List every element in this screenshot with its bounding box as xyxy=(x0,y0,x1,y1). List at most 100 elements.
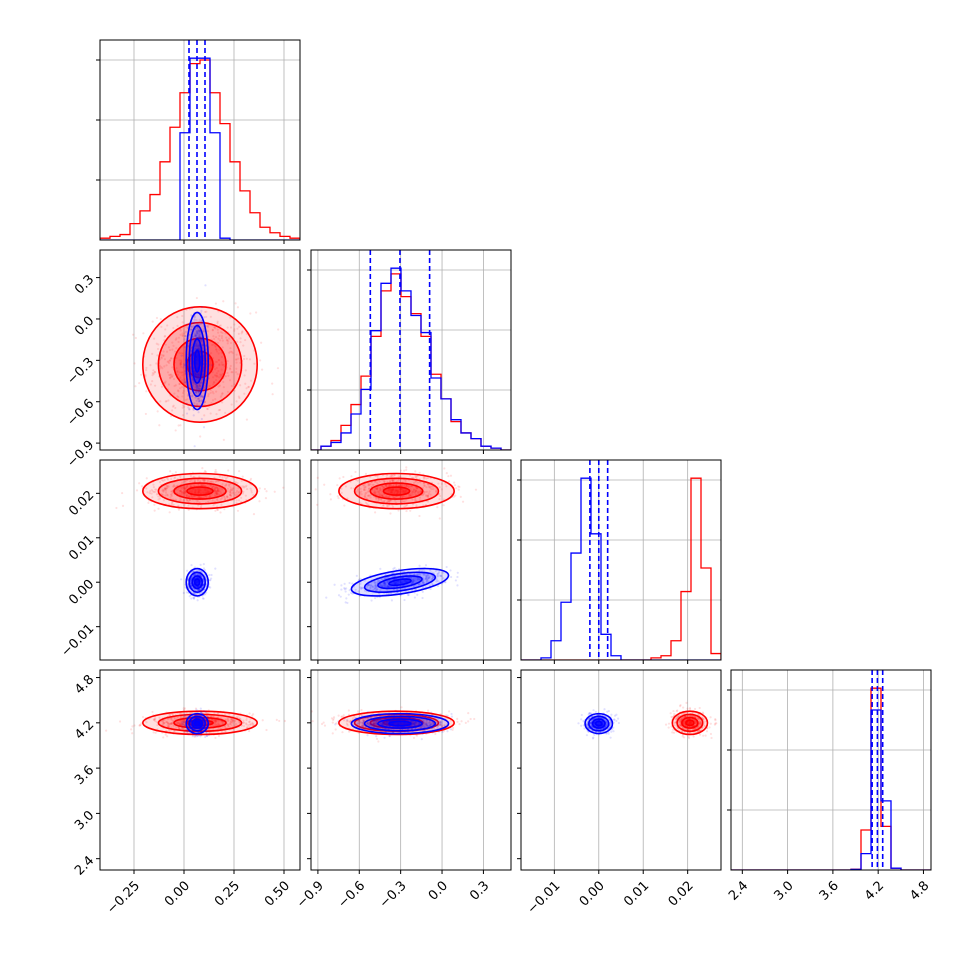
scatter-point xyxy=(194,373,197,376)
scatter-point xyxy=(383,585,386,588)
scatter-point xyxy=(366,502,369,505)
scatter-point xyxy=(404,489,407,493)
scatter-point xyxy=(400,582,403,585)
scatter-point xyxy=(418,583,421,586)
scatter-point xyxy=(179,424,182,427)
scatter-point xyxy=(425,477,428,480)
scatter-point xyxy=(208,579,211,582)
scatter-point xyxy=(208,495,211,498)
scatter-point xyxy=(165,400,168,403)
scatter-point xyxy=(130,728,133,731)
scatter-point xyxy=(402,490,405,493)
scatter-point xyxy=(197,400,201,403)
scatter-point xyxy=(211,486,214,489)
scatter-point xyxy=(184,381,187,384)
scatter-point xyxy=(226,489,229,493)
scatter-point xyxy=(211,390,214,393)
scatter-point xyxy=(417,490,420,493)
scatter-point xyxy=(425,575,428,578)
scatter-point xyxy=(224,498,227,501)
scatter-point xyxy=(366,490,370,493)
scatter-point xyxy=(171,501,174,504)
scatter-point xyxy=(194,386,198,389)
scatter-point xyxy=(329,498,333,501)
scatter-point xyxy=(429,486,432,489)
scatter-point xyxy=(156,347,160,351)
scatter-point xyxy=(390,491,393,494)
scatter-point xyxy=(399,490,402,493)
scatter-point xyxy=(198,488,201,492)
scatter-point xyxy=(164,489,168,492)
scatter-point xyxy=(202,354,205,357)
scatter-point xyxy=(168,348,172,352)
scatter-point xyxy=(183,381,187,384)
scatter-point xyxy=(151,710,154,714)
scatter-point xyxy=(381,494,384,498)
scatter-point xyxy=(415,499,418,502)
scatter-point xyxy=(198,333,201,336)
scatter-point xyxy=(160,478,163,482)
scatter-point xyxy=(177,424,180,427)
scatter-point xyxy=(185,402,188,405)
scatter-point xyxy=(371,483,374,486)
scatter-point xyxy=(241,492,245,495)
axes-frame xyxy=(99,39,301,241)
scatter-point xyxy=(415,504,418,507)
scatter-point xyxy=(145,366,148,370)
scatter-point xyxy=(218,384,221,387)
scatter-point xyxy=(173,384,176,388)
scatter-point xyxy=(178,359,181,362)
scatter-point xyxy=(192,408,195,411)
scatter-point xyxy=(403,469,406,472)
scatter-point xyxy=(205,491,209,494)
scatter-point xyxy=(218,363,221,367)
scatter-point xyxy=(191,570,194,573)
scatter-point xyxy=(360,586,363,590)
scatter-point xyxy=(163,487,167,490)
histogram-step-0 xyxy=(100,57,300,240)
scatter-point xyxy=(249,723,252,726)
scatter-point xyxy=(244,382,247,385)
scatter-point xyxy=(403,505,406,508)
scatter-point xyxy=(375,585,378,588)
scatter-point xyxy=(195,708,198,711)
scatter-point xyxy=(196,487,200,491)
scatter-point xyxy=(179,475,182,478)
scatter-point xyxy=(439,574,443,578)
scatter-point xyxy=(374,492,377,495)
scatter-point xyxy=(219,324,222,327)
scatter-point xyxy=(198,487,201,490)
scatter-point xyxy=(208,490,211,494)
scatter-point xyxy=(182,354,185,357)
scatter-point xyxy=(187,406,190,409)
scatter-point xyxy=(162,354,165,357)
scatter-point xyxy=(399,469,403,472)
scatter-point xyxy=(442,571,445,574)
scatter-point xyxy=(203,492,206,495)
scatter-point xyxy=(151,352,154,355)
scatter-point xyxy=(452,495,455,498)
scatter-point xyxy=(426,579,429,582)
scatter-point xyxy=(152,337,156,340)
scatter-point xyxy=(379,584,383,587)
scatter-point xyxy=(199,707,202,710)
scatter-point xyxy=(194,374,197,377)
scatter-point xyxy=(181,406,184,409)
scatter-point xyxy=(214,397,217,401)
scatter-point xyxy=(211,328,214,331)
scatter-point xyxy=(445,565,448,569)
scatter-point xyxy=(210,480,213,484)
scatter-point xyxy=(233,323,236,326)
scatter-point xyxy=(195,377,198,381)
scatter-point xyxy=(195,388,198,392)
scatter-point xyxy=(391,505,395,508)
scatter-point xyxy=(368,487,371,490)
scatter-point xyxy=(249,479,252,482)
scatter-point xyxy=(133,362,136,365)
scatter-point xyxy=(158,424,161,427)
scatter-point xyxy=(172,326,175,330)
scatter-point xyxy=(221,401,224,404)
scatter-point xyxy=(159,317,162,321)
scatter-point xyxy=(197,489,200,492)
scatter-point xyxy=(355,574,358,577)
